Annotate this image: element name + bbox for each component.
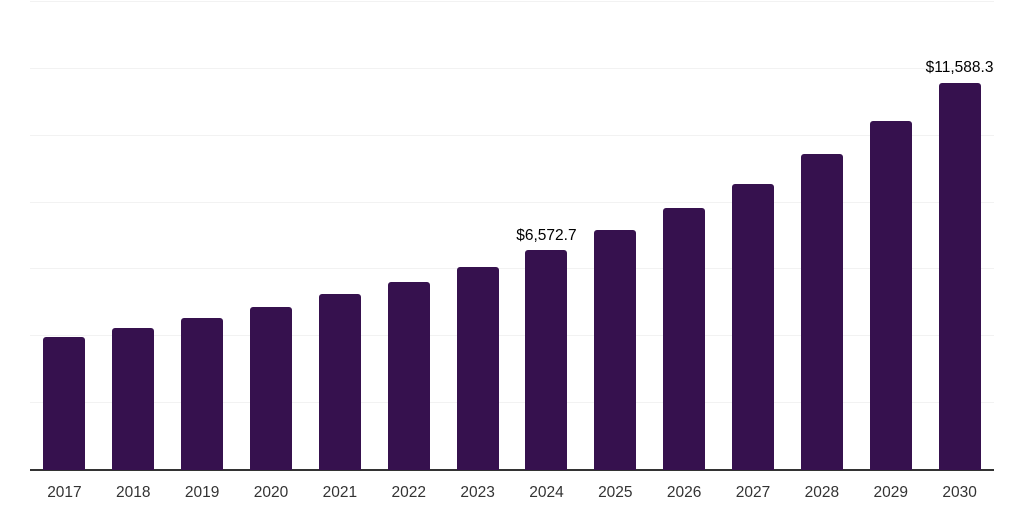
bar xyxy=(869,120,912,470)
bar xyxy=(800,154,843,470)
x-tick-label: 2019 xyxy=(184,484,220,501)
x-axis: 2017 2018 2019 2020 2021 2022 2023 2024 2025 2026… xyxy=(30,482,994,504)
bar xyxy=(594,230,637,470)
x-tick-label: 2028 xyxy=(804,484,840,501)
x-tick-label: 2024 xyxy=(529,484,564,501)
bar xyxy=(938,82,981,470)
gridline xyxy=(30,201,994,203)
bar xyxy=(181,318,224,470)
bar-value-label: $6,572.7 xyxy=(516,226,577,244)
bar xyxy=(318,294,361,470)
gridline xyxy=(30,268,994,270)
x-tick-label: 2017 xyxy=(47,484,82,501)
gridline xyxy=(30,134,994,136)
bar xyxy=(387,282,430,470)
x-tick-label: 2030 xyxy=(942,484,977,501)
x-tick-label: 2020 xyxy=(253,484,289,501)
plot-area: $6,572.7 $11,588.3 xyxy=(30,1,994,471)
bar xyxy=(43,336,86,470)
x-tick-label: 2029 xyxy=(873,484,908,501)
x-tick-label: 2021 xyxy=(322,484,358,501)
x-tick-label: 2026 xyxy=(666,484,702,501)
bar xyxy=(456,267,499,470)
x-tick-label: 2023 xyxy=(460,484,495,501)
bar xyxy=(250,307,292,470)
bar xyxy=(112,328,155,470)
gridline xyxy=(30,67,994,69)
x-tick-label: 2018 xyxy=(116,484,151,501)
gridline xyxy=(30,402,994,404)
gridline xyxy=(30,335,994,337)
gridline xyxy=(30,1,994,2)
x-tick-label: 2022 xyxy=(391,484,426,501)
bar xyxy=(663,208,706,470)
bar xyxy=(525,250,568,470)
x-tick-label: 2027 xyxy=(735,484,771,501)
x-tick-label: 2025 xyxy=(598,484,633,501)
bar xyxy=(732,183,774,470)
x-axis-line xyxy=(30,469,994,471)
bar-value-label: $11,588.3 xyxy=(925,59,994,77)
